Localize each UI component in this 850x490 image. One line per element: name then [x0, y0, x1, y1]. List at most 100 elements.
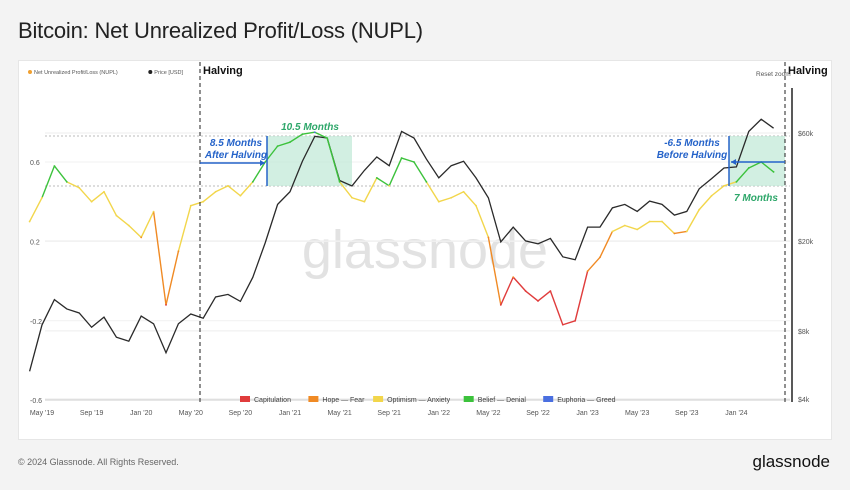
x-tick-label: May '21	[327, 410, 351, 417]
nupl-point	[189, 204, 192, 207]
nupl-point	[152, 210, 155, 213]
nupl-point	[623, 224, 626, 227]
nupl-segment	[239, 181, 254, 197]
x-tick-label: Sep '21	[377, 410, 401, 417]
nupl-point	[65, 180, 68, 183]
nupl-segment	[376, 177, 390, 187]
nupl-point	[537, 300, 539, 302]
nupl-segment	[339, 181, 353, 199]
x-tick-label: Jan '22	[428, 410, 450, 417]
x-tick-label: May '19	[30, 410, 54, 417]
nupl-point	[723, 184, 725, 187]
nupl-segment	[549, 290, 564, 326]
legend-swatch	[463, 396, 474, 402]
x-tick-label: May '23	[625, 410, 649, 417]
brand-logo: glassnode	[752, 452, 830, 471]
nupl-point	[710, 194, 713, 197]
nupl-segment	[599, 231, 614, 258]
nupl-point	[165, 304, 167, 306]
nupl-segment	[512, 276, 527, 292]
x-tick-label: May '22	[476, 410, 500, 417]
nupl-point	[425, 180, 428, 183]
nupl-segment	[450, 191, 464, 199]
nupl-segment	[53, 165, 68, 183]
annotation-after-halving: After Halving	[204, 150, 267, 161]
nupl-point	[685, 230, 688, 233]
legend-marker	[148, 70, 153, 74]
chart-card	[18, 60, 832, 440]
nupl-point	[549, 290, 552, 292]
nupl-point	[289, 141, 291, 144]
nupl-segment	[78, 187, 93, 203]
nupl-segment	[91, 191, 105, 203]
nupl-segment	[103, 191, 118, 216]
nupl-point	[53, 165, 56, 167]
nupl-segment	[177, 205, 192, 252]
arrowhead-icon	[731, 159, 736, 165]
nupl-segment	[413, 161, 427, 183]
nupl-segment	[636, 220, 650, 231]
nupl-point	[313, 131, 316, 134]
nupl-point	[78, 186, 81, 189]
nupl-segment	[190, 201, 204, 207]
nupl-segment	[748, 161, 762, 169]
nupl-segment	[500, 276, 514, 306]
x-tick-label: Sep '19	[80, 410, 104, 417]
legend-label: Optimism — Anxiety	[387, 397, 451, 404]
x-tick-label: May '20	[179, 410, 203, 417]
y-left-tick-label: 0.2	[30, 239, 40, 246]
nupl-point	[636, 228, 639, 231]
nupl-point	[239, 194, 242, 197]
nupl-point	[177, 250, 180, 253]
y-left-tick-label: -0.6	[30, 398, 42, 405]
annotation-before-halving: -6.5 Months	[664, 138, 720, 149]
y-right-tick-label: $8k	[798, 329, 810, 336]
nupl-segment	[66, 181, 80, 189]
nupl-segment	[252, 161, 266, 183]
nupl-point	[251, 180, 254, 183]
nupl-point	[698, 208, 701, 211]
nupl-point	[375, 176, 378, 179]
x-tick-label: Jan '20	[130, 410, 152, 417]
nupl-segment	[363, 177, 378, 203]
nupl-segment	[401, 157, 415, 163]
nupl-point	[450, 196, 453, 199]
nupl-point	[351, 196, 353, 199]
nupl-segment	[314, 131, 328, 139]
annotation-after-halving: 8.5 Months	[210, 138, 263, 149]
x-tick-label: Sep '22	[526, 410, 550, 417]
nupl-segment	[612, 224, 626, 233]
x-tick-label: Sep '20	[229, 410, 253, 417]
nupl-point	[673, 232, 676, 235]
watermark: glassnode	[302, 220, 548, 280]
nupl-segment	[326, 137, 341, 183]
nupl-point	[400, 157, 403, 159]
y-right-tick-label: $4k	[798, 397, 810, 404]
legend-label: Capitulation	[254, 397, 291, 404]
legend-label: Net Unrealized Profit/Loss (NUPL)	[34, 70, 118, 76]
nupl-segment	[115, 215, 130, 227]
nupl-segment	[28, 197, 43, 222]
nupl-point	[388, 184, 391, 187]
nupl-segment	[587, 256, 601, 272]
nupl-point	[115, 214, 118, 217]
y-left-tick-label: 0.6	[30, 160, 40, 167]
nupl-segment	[487, 237, 502, 306]
nupl-point	[326, 137, 329, 140]
nupl-point	[599, 256, 601, 259]
reset-zoom-button[interactable]: Reset zoom	[756, 71, 791, 78]
nupl-point	[512, 276, 515, 279]
nupl-point	[499, 304, 502, 306]
nupl-point	[661, 220, 663, 223]
nupl-point	[735, 180, 738, 183]
legend-swatch	[373, 396, 384, 402]
nupl-point	[574, 319, 577, 322]
nupl-point	[611, 230, 614, 233]
nupl-segment	[674, 230, 687, 235]
nupl-segment	[425, 181, 440, 203]
nupl-point	[747, 167, 750, 169]
nupl-segment	[562, 320, 576, 326]
nupl-point	[214, 190, 217, 193]
legend-label: Euphoria — Greed	[557, 397, 615, 404]
